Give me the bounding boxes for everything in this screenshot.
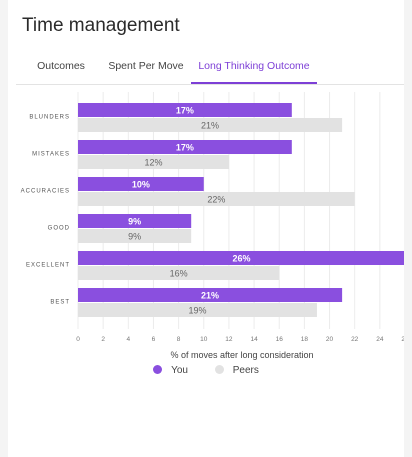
x-tick-label: 26 [401, 336, 404, 343]
tab-long-thinking-outcome[interactable]: Long Thinking Outcome [191, 50, 317, 84]
category-label: MISTAKES [32, 152, 70, 158]
x-tick-label: 0 [76, 336, 80, 343]
x-tick-label: 6 [152, 336, 156, 343]
bar-peers[interactable] [78, 303, 317, 317]
bar-peers[interactable] [78, 229, 192, 243]
category-label: GOOD [48, 226, 70, 232]
x-tick-label: 16 [276, 336, 284, 343]
x-tick-label: 2 [101, 336, 105, 343]
legend-you-label: You [171, 365, 188, 376]
bar-you[interactable] [78, 103, 292, 117]
bar-peers[interactable] [78, 118, 343, 132]
x-tick-label: 12 [225, 336, 233, 343]
legend-you-swatch [153, 365, 163, 374]
data-label-you: 26% [232, 254, 250, 264]
data-label-peers: 12% [144, 158, 162, 168]
legend-item-peers[interactable]: Peers [214, 365, 259, 376]
data-label-you: 21% [201, 291, 219, 301]
data-label-peers: 19% [188, 306, 206, 316]
time-management-card: Time management Outcomes Spent Per Move … [8, 0, 404, 457]
tab-bar: Outcomes Spent Per Move Long Thinking Ou… [16, 50, 404, 85]
x-tick-label: 14 [250, 336, 258, 343]
data-label-peers: 16% [170, 269, 188, 279]
x-tick-label: 8 [177, 336, 181, 343]
x-axis-label: % of moves after long consideration [170, 350, 313, 360]
bar-you[interactable] [78, 288, 343, 302]
bar-peers[interactable] [78, 155, 229, 169]
x-tick-label: 22 [351, 336, 359, 343]
data-label-you: 17% [176, 106, 194, 116]
data-label-peers: 22% [207, 195, 225, 205]
x-tick-label: 10 [200, 336, 208, 343]
tab-outcomes[interactable]: Outcomes [37, 60, 85, 72]
card-title: Time management [22, 15, 180, 36]
bar-you[interactable] [78, 177, 204, 191]
chart-legend: You Peers [8, 365, 404, 376]
bar-you[interactable] [78, 140, 292, 154]
data-label-peers: 9% [128, 232, 141, 242]
data-label-peers: 21% [201, 121, 219, 131]
x-tick-label: 24 [376, 336, 384, 343]
long-thinking-bar-chart: 02468101214161820222426% of moves after … [21, 92, 404, 360]
x-tick-label: 20 [326, 336, 334, 343]
bar-peers[interactable] [78, 266, 280, 280]
legend-item-you[interactable]: You [153, 365, 188, 376]
x-tick-label: 4 [126, 336, 130, 343]
data-label-you: 9% [128, 217, 141, 227]
x-tick-label: 18 [301, 336, 309, 343]
bar-you[interactable] [78, 214, 192, 228]
category-label: EXCELLENT [26, 263, 70, 269]
legend-peers-swatch [214, 365, 224, 374]
data-label-you: 17% [176, 143, 194, 153]
category-label: BEST [50, 300, 70, 306]
bar-peers[interactable] [78, 192, 355, 206]
category-label: ACCURACIES [21, 189, 70, 195]
data-label-you: 10% [132, 180, 150, 190]
tab-spent-per-move[interactable]: Spent Per Move [108, 60, 184, 72]
category-label: BLUNDERS [29, 115, 70, 121]
legend-peers-label: Peers [232, 365, 259, 376]
bar-you[interactable] [78, 251, 404, 265]
